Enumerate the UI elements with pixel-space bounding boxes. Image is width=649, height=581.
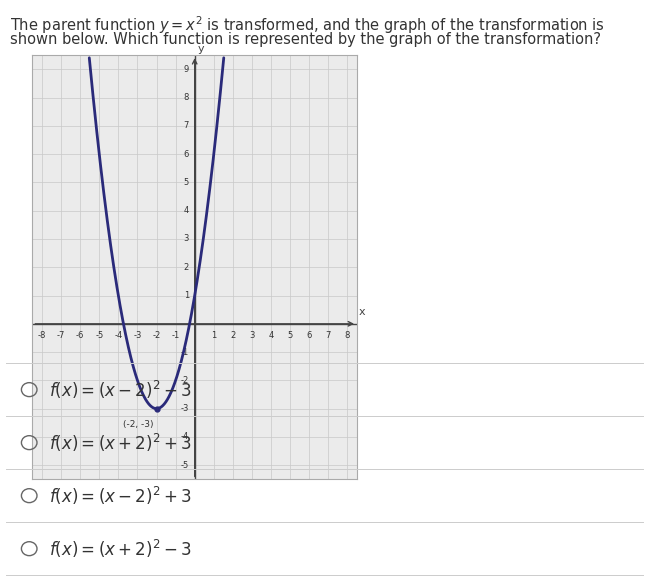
Text: 3: 3 (249, 331, 254, 340)
Text: -2: -2 (180, 376, 189, 385)
Text: -1: -1 (180, 347, 189, 357)
Text: 4: 4 (269, 331, 274, 340)
Text: 6: 6 (184, 150, 189, 159)
Text: (-2, -3): (-2, -3) (123, 420, 154, 429)
Text: y: y (198, 44, 205, 54)
Text: -1: -1 (171, 331, 180, 340)
Text: -4: -4 (180, 432, 189, 442)
Text: $f(x) = (x + 2)^2 + 3$: $f(x) = (x + 2)^2 + 3$ (49, 432, 191, 454)
Text: 8: 8 (345, 331, 350, 340)
Text: -8: -8 (38, 331, 46, 340)
Text: -4: -4 (114, 331, 123, 340)
Text: -3: -3 (180, 404, 189, 413)
Text: -5: -5 (95, 331, 103, 340)
Text: $f(x) = (x - 2)^2 + 3$: $f(x) = (x - 2)^2 + 3$ (49, 485, 191, 507)
Text: $f(x) = (x - 2)^2 - 3$: $f(x) = (x - 2)^2 - 3$ (49, 379, 191, 401)
Text: 2: 2 (184, 263, 189, 272)
Text: 5: 5 (184, 178, 189, 187)
Text: 9: 9 (184, 65, 189, 74)
Text: shown below. Which function is represented by the graph of the transformation?: shown below. Which function is represent… (10, 32, 601, 47)
Text: 7: 7 (326, 331, 331, 340)
Text: -5: -5 (180, 461, 189, 469)
Text: x: x (359, 307, 365, 317)
Text: 5: 5 (288, 331, 293, 340)
Text: -7: -7 (57, 331, 66, 340)
Text: 2: 2 (230, 331, 236, 340)
Text: The parent function $y = x^2$ is transformed, and the graph of the transformatio: The parent function $y = x^2$ is transfo… (10, 15, 605, 36)
Text: 4: 4 (184, 206, 189, 215)
Text: 3: 3 (184, 235, 189, 243)
Text: -2: -2 (153, 331, 161, 340)
Text: 8: 8 (184, 93, 189, 102)
Text: 1: 1 (211, 331, 216, 340)
Text: $f(x) = (x + 2)^2 - 3$: $f(x) = (x + 2)^2 - 3$ (49, 537, 191, 560)
Text: -6: -6 (76, 331, 84, 340)
Text: 7: 7 (184, 121, 189, 130)
Text: 1: 1 (184, 291, 189, 300)
Text: -3: -3 (133, 331, 141, 340)
Text: 6: 6 (306, 331, 312, 340)
